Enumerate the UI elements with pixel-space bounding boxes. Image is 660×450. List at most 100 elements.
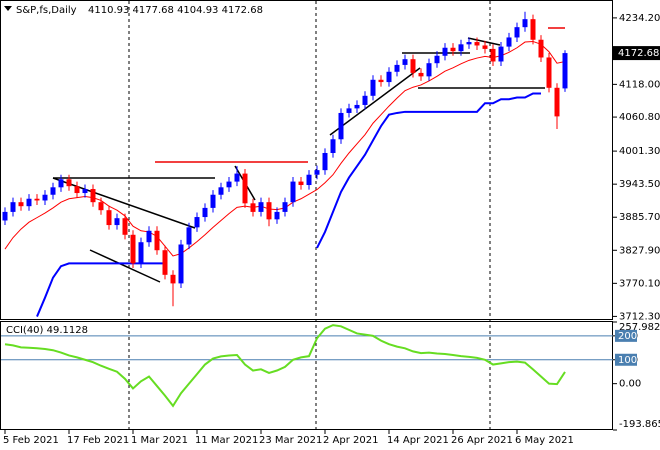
candle-body bbox=[282, 202, 288, 212]
x-tick-label: 6 May 2021 bbox=[515, 435, 574, 446]
candle-body bbox=[474, 42, 480, 46]
level-label: 200 bbox=[618, 331, 637, 342]
candle-body bbox=[506, 37, 512, 47]
last-price: 4172.68 bbox=[618, 48, 659, 59]
candle-body bbox=[490, 48, 496, 62]
candle-body bbox=[50, 187, 56, 195]
candle-body bbox=[298, 181, 304, 186]
indicator-line bbox=[36, 262, 165, 317]
candle-body bbox=[394, 64, 400, 72]
candle-body bbox=[514, 27, 520, 38]
x-tick-label: 11 Mar 2021 bbox=[195, 435, 258, 446]
menu-arrow[interactable] bbox=[4, 6, 12, 11]
y-tick-label: 3770.10 bbox=[619, 278, 660, 289]
y-tick-label: 4001.30 bbox=[619, 146, 660, 157]
y-tick-label: 3943.50 bbox=[619, 179, 660, 190]
candle-body bbox=[378, 79, 384, 83]
candle-body bbox=[498, 46, 504, 62]
main-frame bbox=[0, 0, 613, 320]
x-tick-label: 5 Feb 2021 bbox=[3, 435, 59, 446]
candle-body bbox=[194, 217, 200, 228]
candle-body bbox=[210, 194, 216, 208]
candle-body bbox=[330, 139, 336, 153]
candle-body bbox=[202, 207, 208, 218]
candle-body bbox=[562, 53, 568, 89]
candle-body bbox=[266, 202, 272, 220]
candle-body bbox=[290, 181, 296, 203]
period-separators bbox=[128, 1, 491, 429]
cci-line bbox=[4, 324, 566, 408]
candle-body bbox=[530, 19, 536, 40]
candle-body bbox=[410, 59, 416, 73]
trend-line bbox=[329, 67, 421, 136]
y-tick-label: -193.8653 bbox=[619, 419, 660, 430]
candle-body bbox=[170, 274, 176, 284]
candle-body bbox=[250, 203, 256, 212]
x-tick-label: 14 Apr 2021 bbox=[387, 435, 449, 446]
candle-body bbox=[442, 47, 448, 56]
candle-body bbox=[130, 234, 136, 264]
candle-body bbox=[106, 210, 112, 226]
candle-body bbox=[338, 112, 344, 140]
candle-body bbox=[314, 170, 320, 175]
candle-body bbox=[98, 202, 104, 211]
candle-body bbox=[370, 79, 376, 96]
candle-body bbox=[138, 242, 144, 264]
candle-body bbox=[418, 72, 424, 77]
candle-body bbox=[466, 42, 472, 45]
candle-body bbox=[26, 198, 32, 207]
indicator-title: CCI(40) 49.1128 bbox=[6, 325, 88, 336]
last-price-bg bbox=[613, 46, 660, 61]
candle-body bbox=[450, 47, 456, 52]
candle-body bbox=[178, 244, 184, 284]
level-label-bg bbox=[615, 329, 637, 342]
candle-body bbox=[522, 19, 528, 28]
x-tick-label: 1 Mar 2021 bbox=[131, 435, 188, 446]
candle-body bbox=[162, 250, 168, 275]
candle-body bbox=[42, 194, 48, 201]
indicator-line bbox=[316, 92, 541, 249]
candle-body bbox=[146, 230, 152, 243]
trend-line bbox=[467, 37, 501, 46]
candle-body bbox=[346, 108, 352, 113]
candle-body bbox=[114, 218, 120, 226]
candle-body bbox=[10, 202, 16, 212]
candle-body bbox=[402, 59, 408, 65]
candle-body bbox=[354, 104, 360, 109]
header-values: 4110.93 4177.68 4104.93 4172.68 bbox=[88, 5, 263, 16]
y-tick-label: 257.9823 bbox=[619, 322, 660, 333]
y-tick-label: 3712.30 bbox=[619, 311, 660, 322]
y-tick-label: 4118.00 bbox=[619, 79, 660, 90]
candle-body bbox=[82, 189, 88, 194]
y-tick-label: 0.00 bbox=[619, 379, 641, 390]
x-tick-label: 17 Feb 2021 bbox=[67, 435, 129, 446]
candle-body bbox=[234, 173, 240, 182]
candle-body bbox=[18, 202, 24, 207]
candle-body bbox=[122, 218, 128, 235]
candle-body bbox=[74, 186, 80, 194]
candle-body bbox=[482, 45, 488, 49]
candle-body bbox=[546, 57, 552, 88]
candle-body bbox=[2, 211, 8, 221]
candle-body bbox=[458, 44, 464, 52]
candle-body bbox=[362, 95, 368, 105]
x-tick-label: 23 Mar 2021 bbox=[259, 435, 322, 446]
candle-body bbox=[274, 211, 280, 220]
candle-body bbox=[154, 230, 160, 251]
x-tick-label: 26 Apr 2021 bbox=[451, 435, 513, 446]
trend-lines bbox=[52, 27, 565, 283]
level-label-bg bbox=[615, 353, 637, 366]
trend-line bbox=[89, 249, 161, 283]
y-tick-label: 3827.90 bbox=[619, 245, 660, 256]
y-tick-label: 4060.80 bbox=[619, 112, 660, 123]
candle-body bbox=[242, 173, 248, 204]
symbol-title: S&P,fs,Daily bbox=[16, 5, 77, 16]
level-label: 100 bbox=[618, 355, 637, 366]
candle-body bbox=[58, 179, 64, 188]
candle-body bbox=[218, 187, 224, 195]
y-tick-label: 4234.20 bbox=[619, 13, 660, 24]
candle-body bbox=[90, 189, 96, 203]
candle-body bbox=[258, 202, 264, 212]
candle-body bbox=[426, 63, 432, 77]
